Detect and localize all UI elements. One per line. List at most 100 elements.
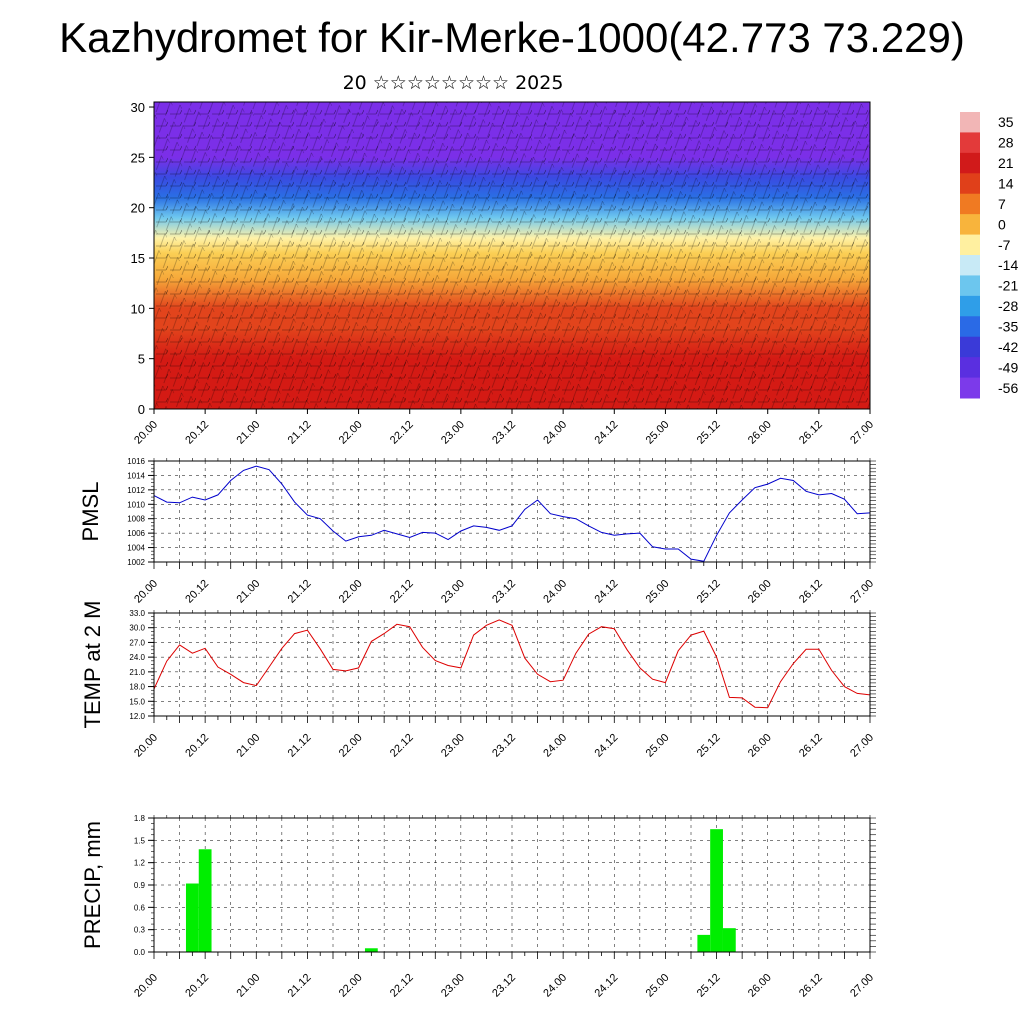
- colorbar-swatch: [960, 214, 980, 236]
- cross-section-panel: 0 5 10 15 20 25 30 20.00 20.12 21.00 21.12 22.00 22.…: [131, 100, 877, 447]
- y-tick-label: 1014: [127, 471, 145, 480]
- colorbar-swatch: [960, 336, 980, 358]
- x-tick-label: 27.00: [848, 419, 876, 447]
- pmsl-panel: 1002 1004 1006 1008 1010 1012 1014 1016 20.00 20.…: [78, 457, 876, 606]
- x-tick-label: 24.12: [592, 419, 620, 447]
- x-tick-label: 21.00: [234, 732, 262, 760]
- y-tick-label: 33.0: [129, 609, 145, 618]
- colorbar-swatch: [960, 357, 980, 379]
- x-tick-label: 20.12: [183, 578, 211, 606]
- x-tick-label: 26.00: [746, 972, 774, 1000]
- y-tick-label: 1006: [127, 529, 145, 538]
- y-tick-label: 30.0: [129, 624, 145, 633]
- x-tick-label: 20.12: [183, 419, 211, 447]
- x-tick-label: 23.12: [490, 578, 518, 606]
- colorbar-label: 21: [998, 155, 1014, 171]
- colorbar-label: -14: [998, 257, 1018, 273]
- temp2m-ylabel: TEMP at 2 M: [80, 601, 105, 729]
- y-tick-label: 1.5: [134, 836, 146, 845]
- x-tick-label: 27.00: [848, 972, 876, 1000]
- y-tick-label: 0: [138, 402, 145, 417]
- x-tick-label: 21.00: [234, 972, 262, 1000]
- y-tick-label: 24.0: [129, 653, 145, 662]
- colorbar-swatch: [960, 132, 980, 154]
- y-tick-label: 30: [131, 100, 145, 115]
- colorbar-label: -21: [998, 278, 1018, 294]
- colorbar-label: 14: [998, 176, 1014, 192]
- temp2m-line: [153, 619, 871, 709]
- temp-panel: 12.0 15.0 18.0 21.0 24.0 27.0 30.0 33.0 20.00 20.…: [80, 601, 876, 760]
- y-tick-label: 1.8: [134, 814, 146, 823]
- x-tick-label: 23.12: [490, 732, 518, 760]
- colorbar-swatch: [960, 112, 980, 133]
- x-tick-label: 20.12: [183, 732, 211, 760]
- precip-bar: [185, 883, 199, 952]
- y-tick-label: 1010: [127, 500, 145, 509]
- x-tick-label: 21.00: [234, 578, 262, 606]
- x-tick-label: 22.00: [337, 419, 365, 447]
- y-tick-label: 15.0: [129, 697, 145, 706]
- x-tick-label: 20.00: [132, 419, 160, 447]
- colorbar-swatch: [960, 295, 980, 317]
- colorbar-label: -56: [998, 380, 1018, 396]
- x-tick-label: 26.12: [797, 419, 825, 447]
- y-tick-label: 1008: [127, 515, 145, 524]
- x-tick-label: 25.00: [644, 578, 672, 606]
- y-tick-label: 0.3: [134, 926, 146, 935]
- y-tick-label: 0.9: [134, 881, 146, 890]
- y-tick-label: 27.0: [129, 638, 145, 647]
- x-tick-label: 21.12: [286, 578, 314, 606]
- precip-bar: [710, 829, 723, 952]
- precip-bar: [364, 948, 378, 952]
- x-tick-label: 22.00: [337, 972, 365, 1000]
- colorbar-swatch: [960, 316, 980, 338]
- y-tick-label: 0.0: [134, 948, 146, 957]
- pmsl-line: [153, 465, 871, 562]
- x-tick-label: 25.00: [644, 732, 672, 760]
- x-tick-label: 20.00: [132, 732, 160, 760]
- x-tick-label: 23.12: [490, 972, 518, 1000]
- x-tick-label: 22.12: [388, 419, 416, 447]
- colorbar-label: 35: [998, 114, 1014, 130]
- y-tick-label: 0.6: [134, 903, 146, 912]
- colorbar-swatch: [960, 377, 980, 399]
- colorbar-swatch: [960, 173, 980, 195]
- colorbar-label: -42: [998, 339, 1018, 355]
- y-tick-label: 1002: [127, 558, 145, 567]
- precip-bar: [697, 934, 711, 952]
- x-tick-label: 24.00: [541, 732, 569, 760]
- precip-ylabel: PRECIP, mm: [80, 821, 105, 949]
- x-tick-label: 25.12: [695, 578, 723, 606]
- x-tick-label: 22.12: [388, 972, 416, 1000]
- x-tick-label: 24.12: [592, 578, 620, 606]
- colorbar-label: -35: [998, 319, 1018, 335]
- x-tick-label: 26.00: [746, 419, 774, 447]
- x-tick-label: 23.00: [439, 972, 467, 1000]
- x-tick-label: 21.12: [286, 419, 314, 447]
- x-tick-label: 25.12: [695, 419, 723, 447]
- x-tick-label: 23.00: [439, 732, 467, 760]
- colorbar-label: 0: [998, 216, 1006, 232]
- x-tick-label: 26.00: [746, 732, 774, 760]
- y-tick-label: 25: [131, 150, 145, 165]
- x-tick-label: 25.12: [695, 732, 723, 760]
- colorbar-label: 28: [998, 135, 1014, 151]
- precip-bar: [722, 928, 736, 952]
- y-tick-label: 1.2: [134, 859, 146, 868]
- precip-bar: [198, 849, 212, 952]
- x-tick-label: 20.12: [183, 972, 211, 1000]
- y-tick-label: 1016: [127, 457, 145, 466]
- x-tick-label: 20.00: [132, 972, 160, 1000]
- x-tick-label: 21.12: [286, 732, 314, 760]
- colorbar-label: 7: [998, 196, 1006, 212]
- y-tick-label: 20: [131, 201, 145, 216]
- page-title: Kazhydromet for Kir-Merke-1000(42.773 73…: [59, 14, 965, 61]
- precip-panel: 0.0 0.3 0.6 0.9 1.2 1.5 1.8 20.00 20.12 21.00 21.1…: [80, 814, 876, 1000]
- x-tick-label: 24.00: [541, 578, 569, 606]
- y-tick-label: 12.0: [129, 712, 145, 721]
- x-tick-label: 22.12: [388, 578, 416, 606]
- x-tick-label: 26.00: [746, 578, 774, 606]
- pmsl-ylabel: PMSL: [78, 482, 103, 542]
